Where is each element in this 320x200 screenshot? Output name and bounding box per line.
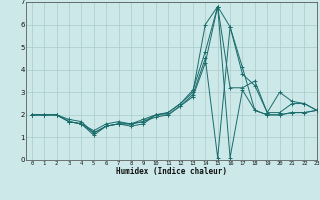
X-axis label: Humidex (Indice chaleur): Humidex (Indice chaleur) — [116, 167, 227, 176]
